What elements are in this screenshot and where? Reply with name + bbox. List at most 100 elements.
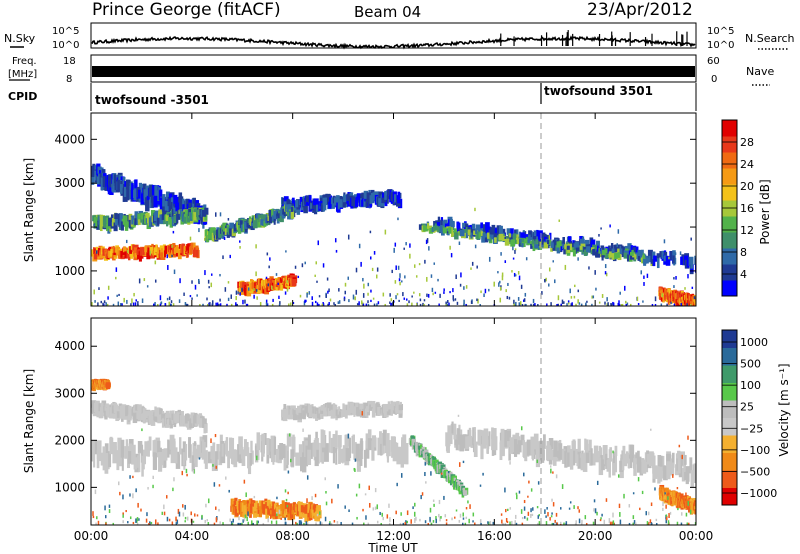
speckle-cell	[561, 484, 564, 489]
speckle-cell	[286, 288, 289, 292]
speckle-cell	[394, 242, 397, 247]
speckle-cell	[665, 519, 667, 524]
echo-cell	[168, 198, 172, 212]
echo-cell	[401, 437, 404, 458]
echo-cell	[385, 433, 390, 447]
speckle-cell	[199, 303, 201, 306]
speckle-cell	[532, 303, 535, 306]
echo-cell	[99, 217, 104, 227]
echo-cell	[168, 193, 173, 203]
speckle-cell	[512, 246, 514, 251]
speckle-cell	[389, 293, 391, 297]
speckle-cell	[337, 301, 340, 304]
echo-cell	[326, 402, 332, 412]
echo-cell	[359, 403, 365, 410]
speckle-cell	[674, 252, 677, 255]
echo-cell	[564, 451, 568, 468]
echo-cell	[666, 453, 672, 466]
echo-cell	[303, 198, 307, 205]
speckle-cell	[537, 515, 540, 519]
echo-cell	[166, 217, 169, 227]
echo-cell	[561, 448, 566, 464]
colorbar-swatch	[722, 280, 737, 297]
speckle-cell	[422, 302, 424, 306]
speckle-cell	[256, 520, 258, 525]
echo-cell	[134, 211, 138, 219]
speckle-cell	[684, 287, 686, 290]
speckle-cell	[397, 217, 399, 221]
speckle-cell	[107, 285, 110, 290]
speckle-cell	[402, 292, 404, 297]
speckle-cell	[680, 303, 682, 306]
echo-cell	[552, 245, 557, 251]
echo-cell	[549, 239, 552, 246]
speckle-cell	[135, 518, 137, 523]
speckle-cell	[157, 522, 159, 525]
echo-cell	[684, 454, 687, 465]
echo-cell	[168, 216, 173, 225]
speckle-cell	[368, 485, 370, 490]
echo-cell	[553, 241, 558, 248]
echo-cell	[567, 445, 571, 456]
speckle-cell	[594, 270, 596, 275]
echo-cell	[154, 406, 157, 417]
echo-cell	[305, 510, 308, 519]
speckle-cell	[694, 522, 696, 525]
echo-cell	[95, 246, 98, 254]
speckle-cell	[416, 303, 418, 306]
speckle-cell	[591, 295, 593, 299]
echo-cell	[462, 228, 468, 233]
echo-cell	[184, 413, 190, 424]
echo-cell	[119, 184, 123, 194]
speckle-cell	[170, 300, 173, 304]
speckle-cell	[489, 520, 492, 525]
echo-cell	[386, 406, 390, 415]
echo-cell	[221, 224, 224, 232]
echo-cell	[286, 199, 291, 206]
speckle-cell	[493, 281, 495, 287]
echo-cell	[629, 255, 635, 260]
speckle-cell	[668, 513, 670, 518]
speckle-cell	[230, 303, 233, 306]
echo-cell	[118, 174, 123, 184]
speckle-cell	[207, 303, 209, 306]
speckle-cell	[479, 303, 481, 306]
echo-cell	[506, 430, 511, 442]
speckle-cell	[207, 522, 210, 525]
speckle-cell	[604, 301, 606, 305]
echo-cell	[521, 237, 526, 242]
speckle-cell	[545, 277, 547, 282]
speckle-cell	[152, 475, 154, 480]
speckle-cell	[216, 302, 219, 306]
speckle-cell	[632, 522, 634, 525]
echo-cell	[142, 247, 145, 256]
speckle-cell	[401, 280, 403, 283]
speckle-cell	[134, 302, 137, 306]
echo-cell	[112, 245, 115, 253]
echo-cell	[178, 437, 182, 455]
speckle-cell	[554, 279, 556, 284]
speckle-cell	[239, 522, 242, 525]
speckle-cell	[611, 303, 613, 306]
echo-cell	[491, 434, 496, 451]
echo-cell	[400, 448, 404, 468]
echo-cell	[302, 506, 308, 513]
speckle-cell	[122, 512, 124, 518]
echo-cell	[541, 237, 545, 245]
echo-cell	[307, 449, 312, 465]
echo-cell	[391, 436, 396, 458]
speckle-cell	[117, 481, 120, 486]
echo-cell	[173, 215, 177, 224]
speckle-cell	[508, 296, 511, 300]
speckle-cell	[513, 299, 515, 305]
speckle-cell	[277, 282, 279, 286]
echo-cell	[402, 434, 407, 451]
echo-cell	[159, 408, 162, 415]
echo-cell	[583, 246, 586, 252]
speckle-cell	[172, 487, 174, 492]
echo-cell	[652, 465, 658, 479]
echo-cell	[527, 239, 530, 244]
echo-cell	[590, 448, 593, 466]
speckle-cell	[689, 303, 692, 306]
speckle-cell	[373, 250, 376, 255]
